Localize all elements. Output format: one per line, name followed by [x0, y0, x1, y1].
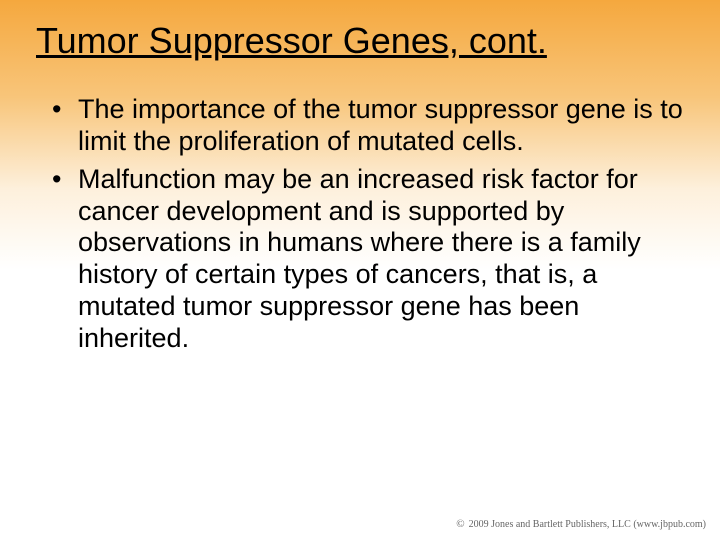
bullet-list: The importance of the tumor suppressor g…	[30, 94, 690, 355]
slide-title: Tumor Suppressor Genes, cont.	[36, 20, 690, 62]
copyright-text: 2009 Jones and Bartlett Publishers, LLC …	[469, 519, 706, 530]
bullet-item: The importance of the tumor suppressor g…	[52, 94, 690, 158]
slide-container: Tumor Suppressor Genes, cont. The import…	[0, 0, 720, 540]
copyright-notice: © 2009 Jones and Bartlett Publishers, LL…	[456, 518, 706, 530]
bullet-item: Malfunction may be an increased risk fac…	[52, 164, 690, 355]
copyright-icon: ©	[456, 518, 464, 530]
